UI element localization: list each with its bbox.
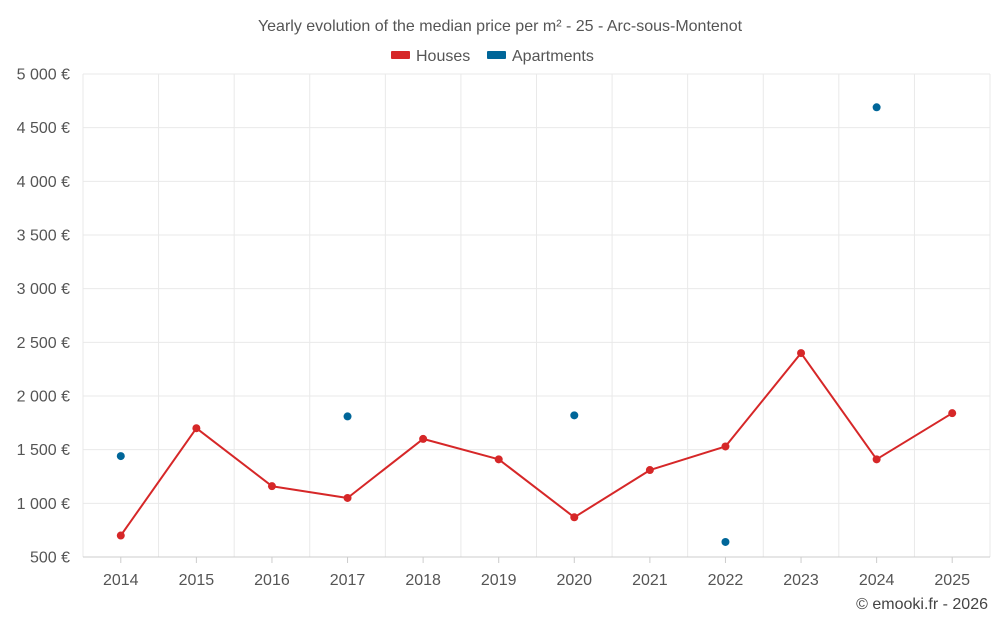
y-tick-label: 5 000 €: [17, 67, 70, 84]
chart-title: Yearly evolution of the median price per…: [258, 18, 743, 35]
x-tick-label-2018: 2018: [405, 572, 441, 589]
y-tick-label: 3 500 €: [17, 228, 70, 245]
y-tick-label: 1 500 €: [17, 442, 70, 459]
series-houses: [116, 349, 957, 540]
x-axis-tick-labels: 2014 2015 2016 2017 2018 2019 2020 2021 2022 2023…: [103, 557, 970, 589]
point-houses-2016[interactable]: [267, 482, 276, 491]
point-houses-2022[interactable]: [721, 442, 730, 451]
legend-swatch-houses: [391, 51, 410, 59]
point-houses-2025[interactable]: [948, 409, 957, 418]
point-houses-2021[interactable]: [645, 466, 654, 475]
vertical-gridlines: [82, 74, 991, 557]
y-tick-label: 4 000 €: [17, 174, 70, 191]
point-apartments-2024[interactable]: [872, 103, 881, 112]
x-tick-label-2015: 2015: [179, 572, 215, 589]
series-line-houses: [119, 352, 953, 537]
point-apartments-2022[interactable]: [721, 537, 730, 546]
series-apartments: [116, 103, 881, 546]
x-tick-label-2014: 2014: [103, 572, 139, 589]
point-houses-2017[interactable]: [343, 493, 352, 502]
point-apartments-2014[interactable]: [116, 452, 125, 461]
point-apartments-2017[interactable]: [343, 412, 352, 421]
point-houses-2024[interactable]: [872, 455, 881, 464]
credit-text: © emooki.fr - 2026: [856, 596, 988, 613]
legend[interactable]: Houses Apartments: [391, 48, 594, 65]
x-tick-label-2022: 2022: [708, 572, 744, 589]
x-tick-label-2020: 2020: [556, 572, 592, 589]
x-tick-label-2016: 2016: [254, 572, 290, 589]
legend-label-apartments[interactable]: Apartments: [512, 48, 594, 65]
y-tick-label: 3 000 €: [17, 281, 70, 298]
y-tick-label: 2 500 €: [17, 335, 70, 352]
y-tick-label: 500 €: [30, 550, 70, 567]
point-houses-2019[interactable]: [494, 455, 503, 464]
x-tick-label-2023: 2023: [783, 572, 819, 589]
point-houses-2015[interactable]: [192, 424, 201, 433]
x-tick-label-2021: 2021: [632, 572, 668, 589]
legend-label-houses[interactable]: Houses: [416, 48, 470, 65]
y-tick-label: 4 500 €: [17, 120, 70, 137]
y-axis-tick-labels: 500 € 1 000 € 1 500 € 2 000 € 2 500 € 3 000 €…: [17, 67, 70, 567]
x-tick-label-2024: 2024: [859, 572, 895, 589]
point-houses-2023[interactable]: [797, 349, 806, 358]
point-houses-2018[interactable]: [419, 434, 428, 443]
series-layer: [116, 103, 957, 546]
x-tick-label-2025: 2025: [934, 572, 970, 589]
point-houses-2014[interactable]: [116, 531, 125, 540]
legend-swatch-apartments: [487, 51, 506, 59]
point-houses-2020[interactable]: [570, 513, 579, 522]
point-apartments-2020[interactable]: [570, 411, 579, 420]
y-tick-label: 2 000 €: [17, 389, 70, 406]
x-tick-label-2019: 2019: [481, 572, 517, 589]
y-tick-label: 1 000 €: [17, 496, 70, 513]
x-tick-label-2017: 2017: [330, 572, 366, 589]
